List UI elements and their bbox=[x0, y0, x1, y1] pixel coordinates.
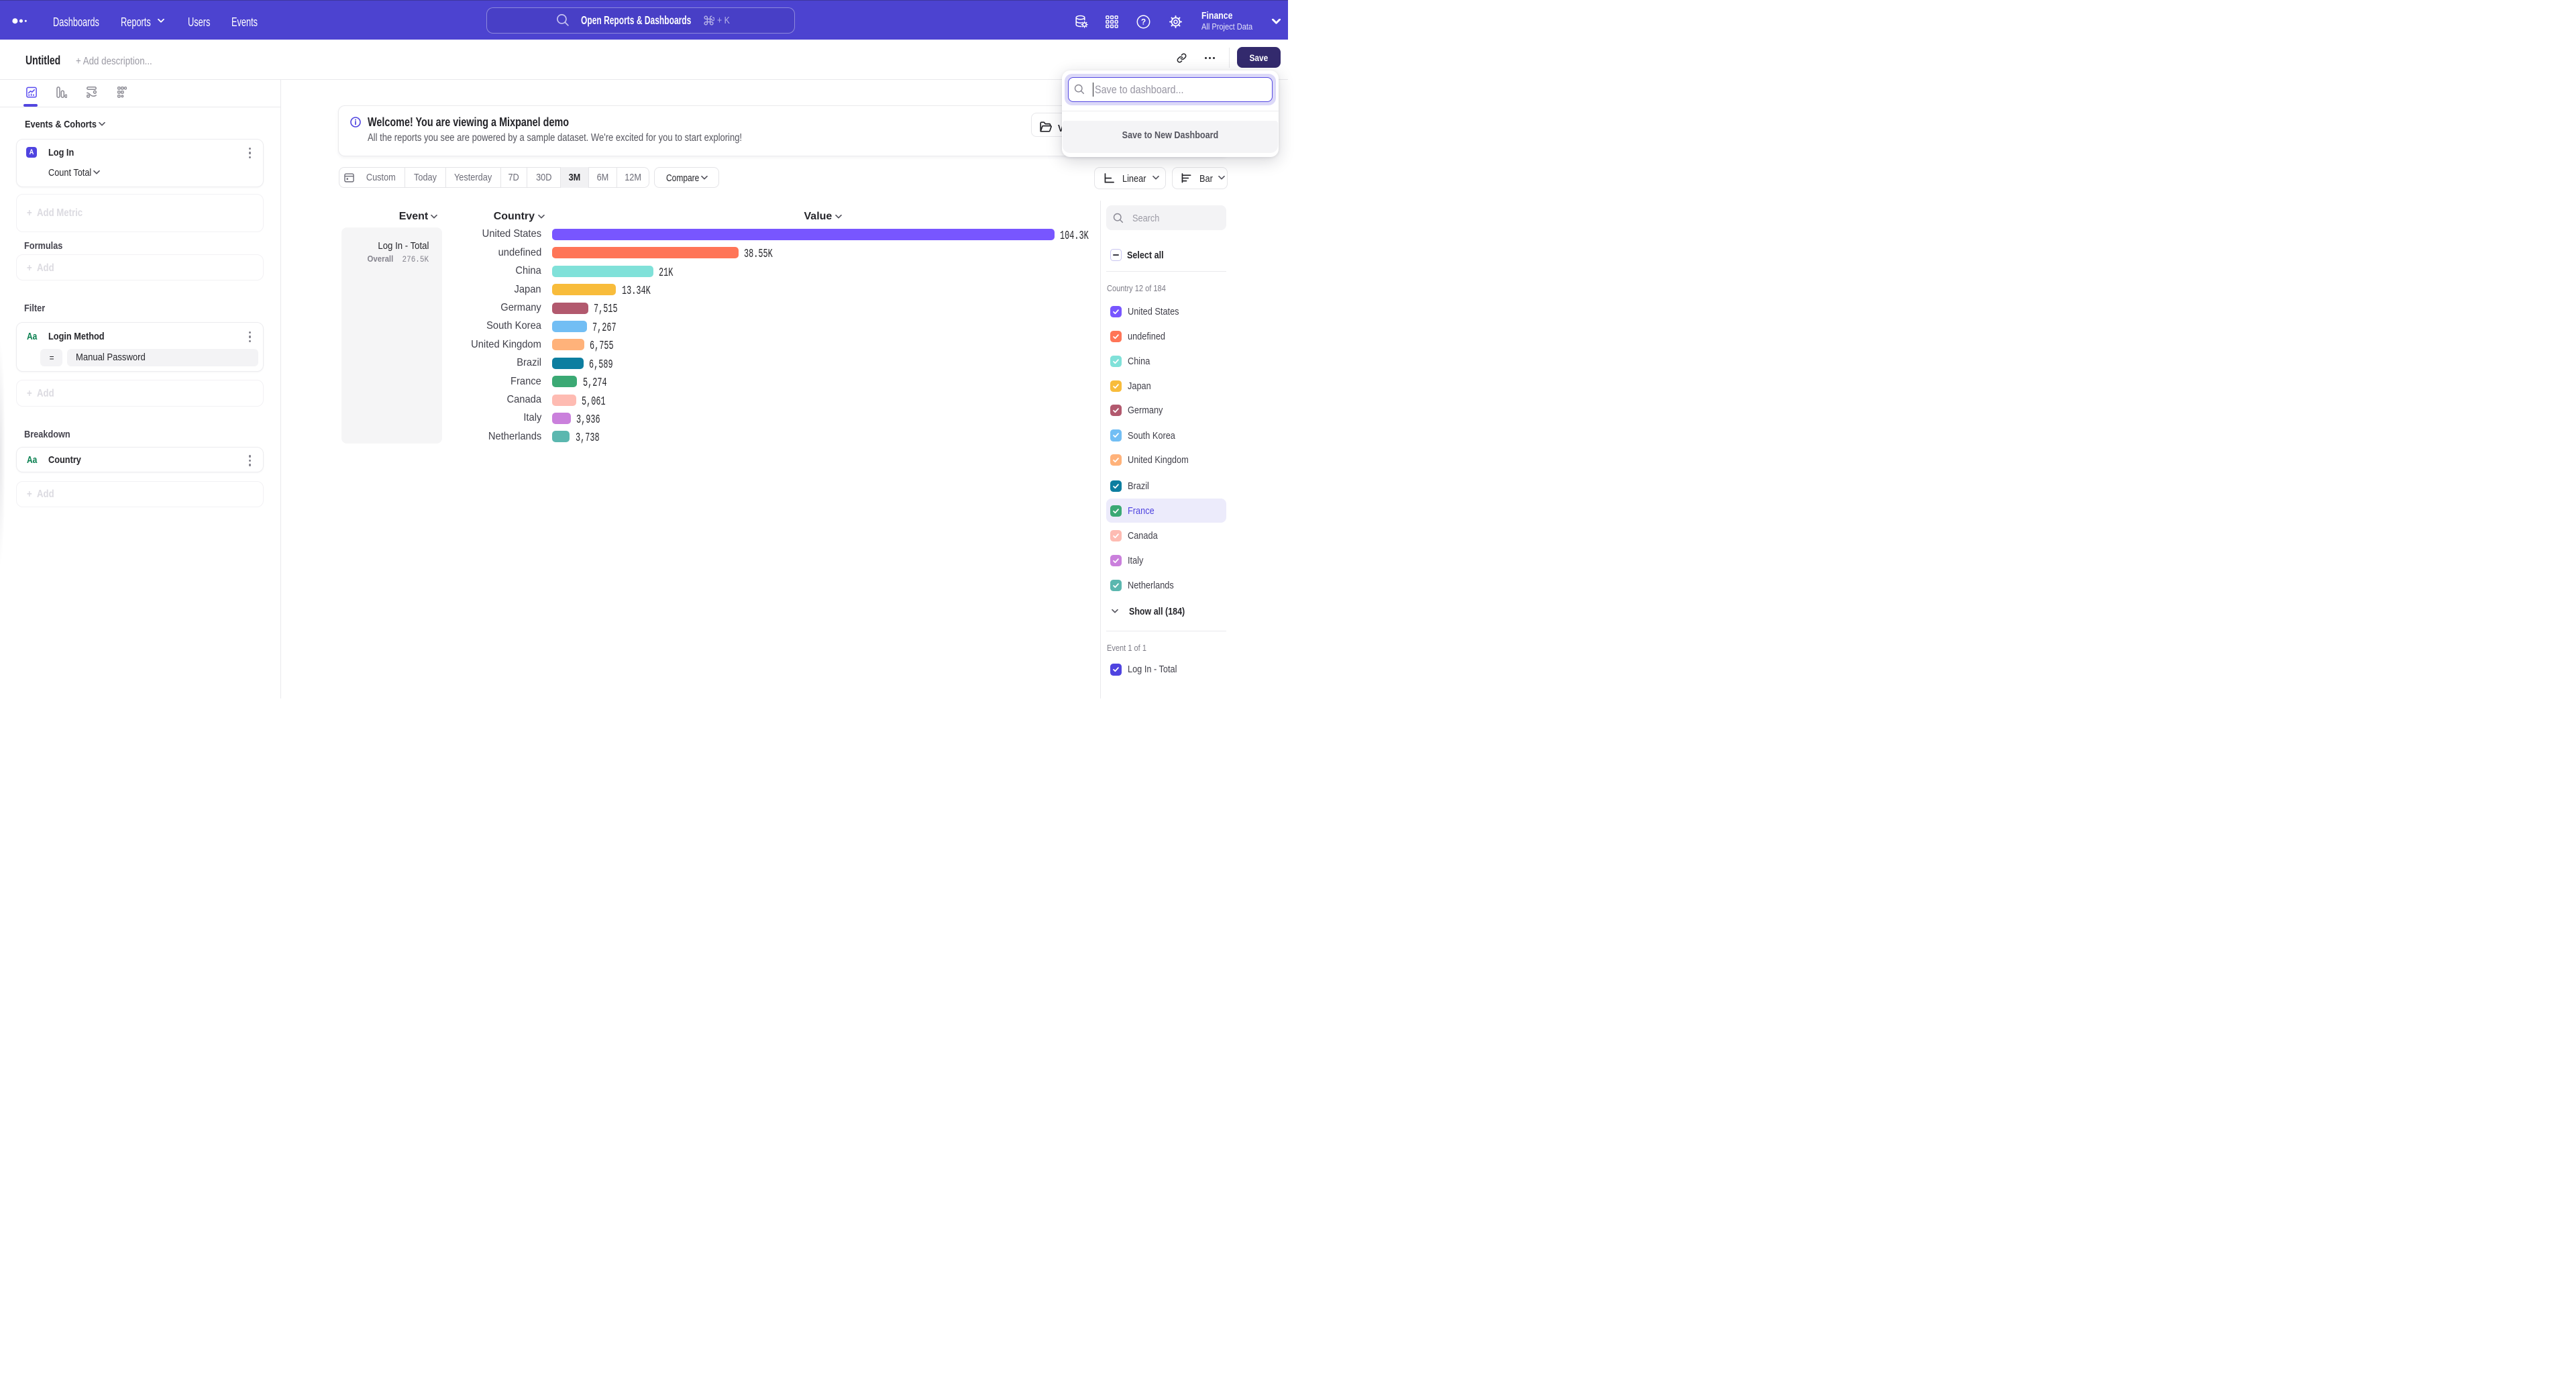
svg-text:?: ? bbox=[1141, 17, 1146, 27]
